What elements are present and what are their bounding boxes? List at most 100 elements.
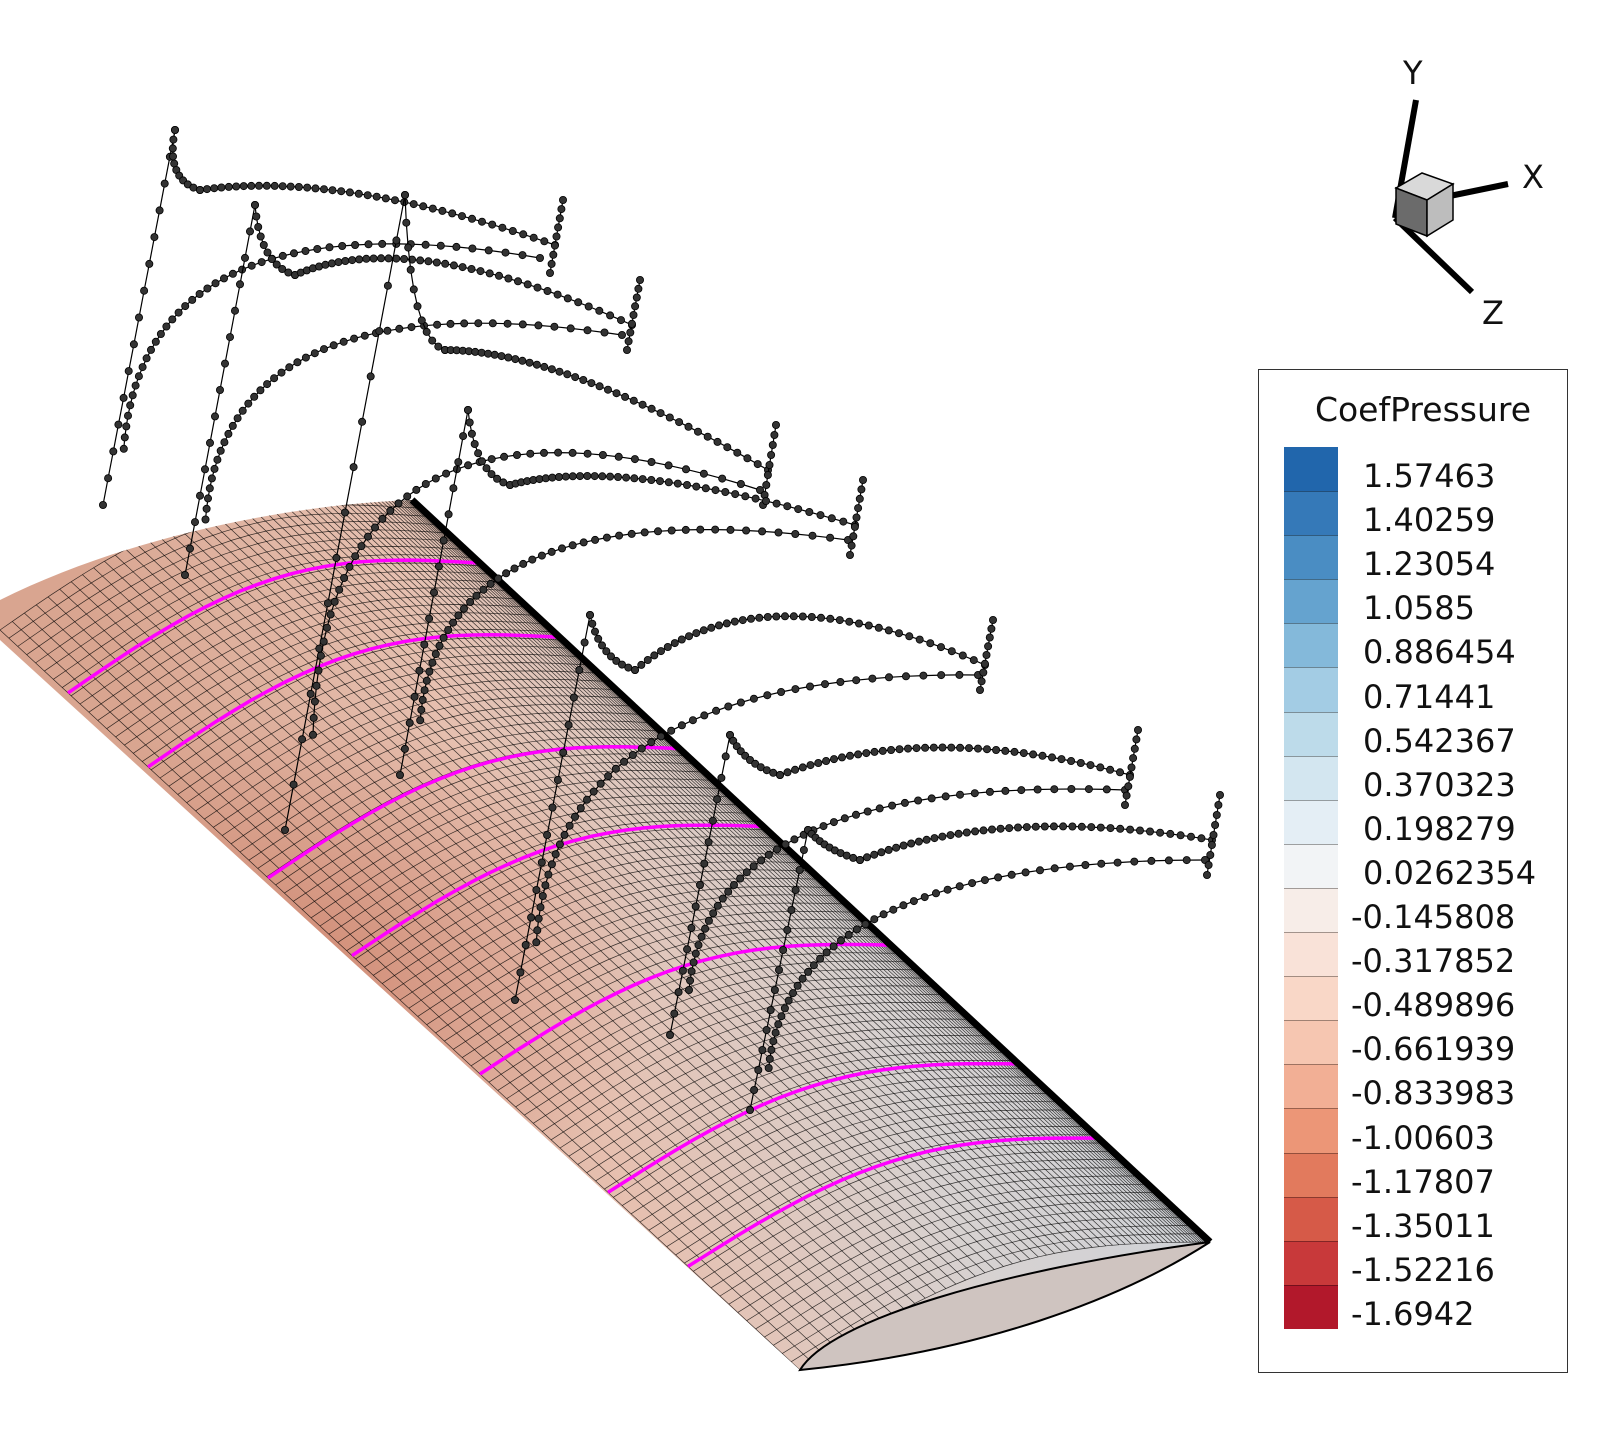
profile-marker	[472, 591, 481, 600]
profile-marker	[340, 508, 349, 517]
profile-marker	[1127, 763, 1136, 772]
profile-marker	[852, 676, 861, 685]
profile-marker	[1081, 861, 1090, 870]
profile-marker	[647, 738, 656, 747]
profile-marker	[884, 626, 893, 635]
profile-marker	[474, 319, 483, 328]
profile-marker	[697, 932, 706, 941]
profile-marker	[762, 1026, 771, 1035]
profile-marker	[195, 289, 204, 298]
profile-marker	[419, 202, 428, 211]
profile-marker	[713, 437, 722, 446]
profile-marker	[606, 311, 615, 320]
mesh-line	[133, 620, 546, 754]
profile-marker	[971, 827, 980, 836]
profile-marker	[240, 253, 249, 262]
profile-marker	[631, 666, 640, 675]
profile-marker	[527, 913, 536, 922]
profile-marker	[899, 841, 908, 850]
legend-swatch	[1284, 799, 1338, 844]
mesh-line	[195, 678, 608, 812]
profile-marker	[431, 650, 440, 659]
profile-marker	[772, 420, 781, 429]
profile-marker	[424, 257, 433, 266]
profile-marker	[128, 391, 137, 400]
profile-marker	[1077, 822, 1086, 831]
profile-marker	[319, 345, 328, 354]
profile-marker	[855, 619, 864, 628]
profile-marker	[583, 471, 592, 480]
profile-marker	[736, 874, 745, 883]
profile-marker	[546, 268, 555, 277]
profile-marker	[754, 1066, 763, 1075]
mesh-line	[622, 1076, 1033, 1206]
profile-marker	[202, 185, 211, 194]
profile-marker	[162, 322, 171, 331]
profile-marker	[724, 887, 733, 896]
legend-swatch	[1284, 711, 1338, 756]
legend-swatch	[1284, 623, 1338, 668]
mesh-line	[702, 1150, 1113, 1280]
profile-marker	[1007, 870, 1016, 879]
profile-marker	[278, 251, 287, 260]
profile-marker	[614, 452, 623, 461]
profile-marker	[1106, 765, 1115, 774]
legend-colorbar	[1284, 447, 1338, 1329]
profile-marker	[494, 574, 503, 583]
profile-marker	[544, 870, 553, 879]
profile-marker	[479, 585, 488, 594]
profile-marker	[888, 801, 897, 810]
profile-marker	[418, 695, 427, 704]
profile-marker	[521, 941, 530, 950]
profile-marker	[628, 751, 637, 760]
profile-marker	[477, 457, 486, 466]
profile-marker	[781, 612, 790, 621]
profile-marker	[694, 427, 703, 436]
profile-marker	[762, 496, 771, 505]
profile-marker	[807, 613, 816, 622]
profile-marker	[895, 629, 904, 638]
profile-marker	[863, 853, 872, 862]
profile-marker	[543, 286, 552, 295]
mesh-line	[710, 1159, 1122, 1289]
profile-marker	[220, 359, 229, 368]
profile-marker	[205, 438, 214, 447]
profile-marker	[395, 771, 404, 780]
profile-marker	[1130, 744, 1139, 753]
profile-marker	[638, 400, 647, 409]
profile-marker	[417, 316, 426, 325]
profile-marker	[688, 716, 697, 725]
profile-marker	[460, 319, 469, 328]
profile-marker	[421, 479, 430, 488]
profile-marker	[301, 353, 310, 362]
profile-marker	[1033, 785, 1042, 794]
profile-marker	[969, 656, 978, 665]
profile-marker	[1122, 791, 1131, 800]
profile-marker	[774, 528, 783, 537]
profile-marker	[534, 914, 543, 923]
profile-marker	[395, 324, 404, 333]
profile-marker	[767, 450, 776, 459]
profile-marker	[247, 261, 256, 270]
y-axis-label: Y	[1402, 54, 1423, 92]
profile-marker	[420, 640, 429, 649]
profile-marker	[1211, 821, 1220, 830]
profile-marker	[620, 757, 629, 766]
mesh-line	[719, 1167, 1131, 1297]
profile-marker	[591, 627, 600, 636]
profile-marker	[713, 795, 722, 804]
profile-marker	[1096, 823, 1105, 832]
mesh-line	[417, 886, 829, 1017]
mesh-line	[470, 935, 882, 1067]
profile-marker	[338, 241, 347, 250]
profile-marker	[591, 535, 600, 544]
mesh-line	[310, 786, 723, 919]
profile-marker	[721, 487, 730, 496]
profile-marker	[169, 135, 178, 144]
profile-marker	[252, 212, 261, 221]
profile-marker	[602, 533, 611, 542]
profile-marker	[626, 328, 635, 337]
profile-marker	[407, 323, 416, 332]
mesh-line	[35, 529, 448, 664]
